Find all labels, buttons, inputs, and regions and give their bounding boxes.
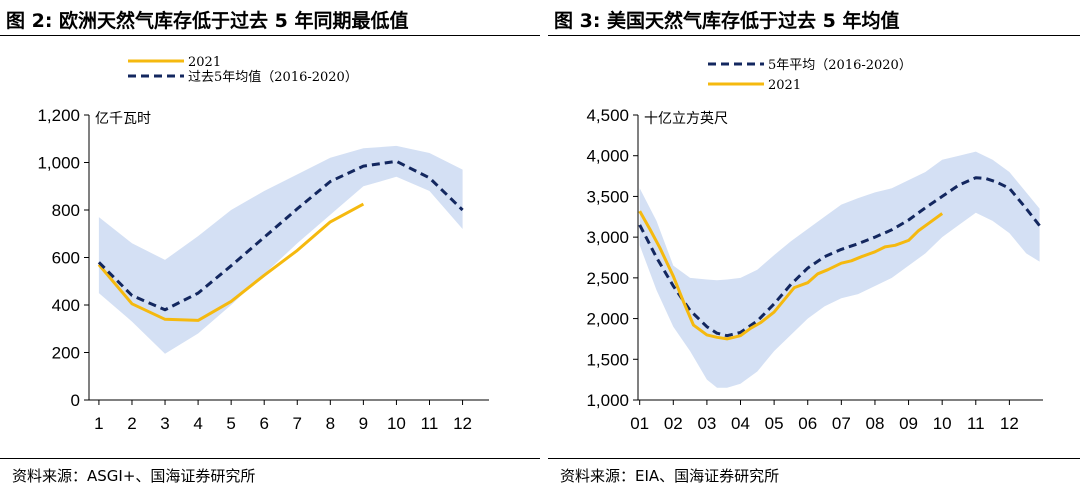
x-tick-label: 04	[731, 414, 750, 433]
y-tick-label: 4,000	[586, 147, 629, 166]
x-tick-label: 10	[933, 414, 952, 433]
legend-label: 过去5年均值（2016-2020）	[188, 69, 358, 85]
x-tick-label: 8	[326, 414, 335, 433]
x-tick-label: 11	[421, 414, 439, 433]
x-tick-label: 7	[293, 414, 302, 433]
five-year-average-line	[97, 159, 464, 312]
legend-label: 5年平均（2016-2020）	[768, 58, 912, 73]
us-gas-storage-chart: 1,000 1,500 2,000 2,500 3,000 3,500 4,000 4,500…	[586, 58, 1043, 433]
figure-us-gas-storage: 图 3: 美国天然气库存低于过去 5 年均值 1,000 1,500 2,000 2,…	[548, 0, 1080, 498]
x-tick-label: 10	[387, 414, 406, 433]
y-tick-label: 0	[71, 391, 80, 410]
x-tick-label: 2	[127, 414, 136, 433]
y-tick-label: 600	[52, 249, 80, 268]
x-tick-label: 06	[798, 414, 817, 433]
five-year-average-line	[638, 176, 1041, 338]
range-band	[639, 151, 1040, 388]
footer-rule	[548, 458, 1080, 459]
x-tick-label: 12	[1000, 414, 1019, 433]
x-tick-label: 02	[664, 414, 683, 433]
y-tick-label: 1,200	[37, 106, 80, 125]
x-tick-label: 1	[94, 414, 103, 433]
y-tick-label: 200	[52, 344, 80, 363]
y-tick-label: 1,500	[586, 350, 629, 369]
series-2021-line	[638, 210, 944, 341]
y-tick-label: 4,500	[586, 106, 629, 125]
x-tick-label: 6	[259, 414, 268, 433]
x-tick-label: 12	[453, 414, 472, 433]
x-tick-label: 07	[832, 414, 851, 433]
footer-rule	[0, 458, 540, 459]
legend-label: 2021	[188, 55, 221, 70]
x-tick-label: 5	[226, 414, 235, 433]
figure-title: 图 2: 欧洲天然气库存低于过去 5 年同期最低值	[6, 10, 409, 32]
y-tick-label: 3,000	[586, 228, 629, 247]
figure-europe-gas-storage: 图 2: 欧洲天然气库存低于过去 5 年同期最低值 0 200 400 600 800 1…	[0, 10, 540, 485]
y-tick-label: 2,500	[586, 269, 629, 288]
y-axis-unit-label: 十亿立方英尺	[644, 110, 728, 127]
x-tick-label: 08	[865, 414, 884, 433]
x-tick-label: 4	[193, 414, 202, 433]
legend-label: 2021	[768, 78, 801, 93]
y-tick-label: 3,500	[586, 187, 629, 206]
source-note: 资料来源：EIA、国海证券研究所	[560, 467, 780, 485]
range-band	[98, 145, 463, 354]
y-axis-unit-label: 亿千瓦时	[95, 111, 151, 127]
x-tick-label: 01	[630, 414, 649, 433]
series-2021-line	[97, 202, 365, 322]
title-rule	[548, 35, 1080, 36]
y-tick-label: 400	[52, 296, 80, 315]
title-rule	[0, 35, 540, 36]
y-tick-label: 1,000	[586, 391, 629, 410]
figure-title: 图 3: 美国天然气库存低于过去 5 年均值	[554, 10, 900, 32]
x-tick-label: 05	[765, 414, 784, 433]
x-tick-label: 9	[359, 414, 368, 433]
x-tick-label: 11	[967, 414, 985, 433]
y-tick-label: 2,000	[586, 310, 629, 329]
x-tick-label: 09	[899, 414, 918, 433]
y-tick-label: 1,000	[37, 154, 80, 173]
x-tick-label: 3	[160, 414, 169, 433]
y-tick-label: 800	[52, 201, 80, 220]
x-tick-label: 03	[697, 414, 716, 433]
source-note: 资料来源：ASGI+、国海证券研究所	[12, 467, 256, 485]
